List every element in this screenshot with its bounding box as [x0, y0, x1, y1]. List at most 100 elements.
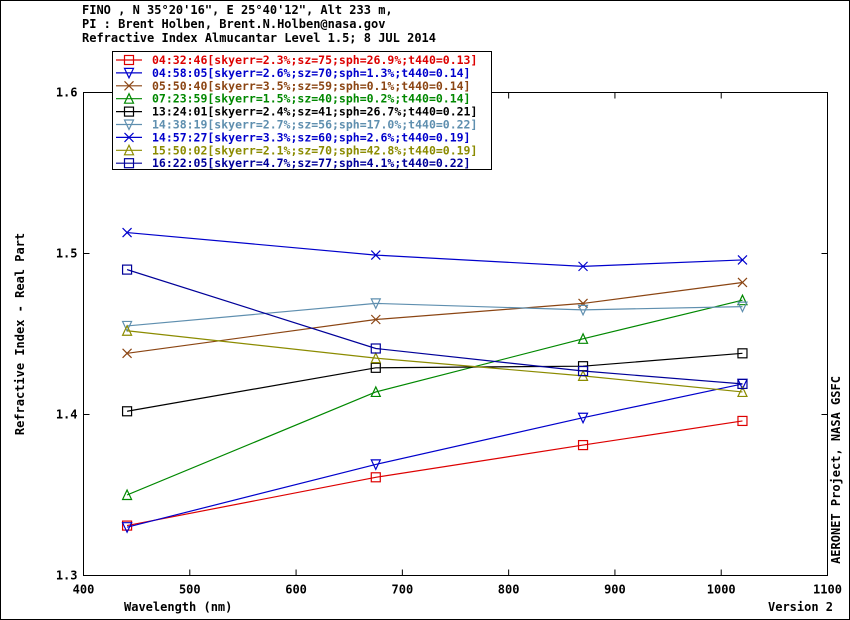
y-tick-label: 1.3	[56, 569, 78, 583]
data-point-marker	[737, 348, 748, 359]
data-point-marker	[123, 54, 135, 66]
side-credit-label: AERONET Project, NASA GSFC	[829, 376, 843, 564]
legend-label: 13:24:01[skyerr=2.4%;sz=41;sph=26.7%;t44…	[152, 105, 477, 119]
data-point-marker	[370, 385, 382, 398]
series-line	[127, 302, 743, 327]
data-point-marker	[370, 298, 382, 310]
data-point-marker	[577, 412, 589, 425]
series-line	[127, 330, 743, 393]
y-tick-label: 1.6	[56, 86, 78, 100]
data-point-marker	[370, 250, 381, 261]
data-point-marker	[122, 227, 133, 238]
legend-label: 05:50:40[skyerr=3.5%;sz=59;sph=0.1%;t440…	[152, 79, 471, 93]
series-line	[126, 383, 743, 528]
legend-entry: 14:57:27[skyerr=3.3%;sz=60;sph=2.6%;t440…	[116, 130, 471, 144]
legend-entry: 04:32:46[skyerr=2.3%;sz=75;sph=26.9%;t44…	[116, 53, 477, 67]
series-4	[121, 293, 748, 501]
legend-entry: 13:24:01[skyerr=2.4%;sz=41;sph=26.7%;t44…	[116, 105, 477, 119]
version-label: Version 2	[768, 600, 833, 614]
data-point-marker	[123, 67, 135, 80]
series-line	[126, 281, 743, 354]
series-9	[121, 264, 748, 390]
x-tick-label: 1000	[707, 583, 736, 597]
data-point-marker	[577, 332, 589, 344]
site-title: FINO , N 35°20'16", E 25°40'12", Alt 233…	[82, 3, 393, 17]
x-tick-label: 400	[73, 583, 95, 597]
data-point-marker	[124, 132, 134, 143]
legend-label: 14:38:19[skyerr=2.7%;sz=56;sph=17.0%;t44…	[152, 118, 477, 132]
data-point-marker	[737, 301, 748, 314]
data-point-marker	[123, 92, 135, 104]
series-1	[121, 415, 748, 531]
series-6	[121, 298, 748, 333]
data-point-marker	[370, 351, 382, 364]
data-point-marker	[370, 459, 382, 471]
chart-subtitle: Refractive Index Almucantar Level 1.5; 8…	[82, 31, 437, 45]
data-point-marker	[737, 293, 748, 306]
series-2	[121, 378, 748, 534]
data-point-marker	[370, 343, 381, 354]
series-5	[121, 348, 748, 417]
y-tick-label: 1.5	[56, 247, 78, 261]
y-tick-label: 1.4	[56, 408, 78, 422]
series-line	[127, 231, 743, 267]
data-point-marker	[737, 255, 748, 265]
legend-box	[112, 51, 492, 170]
x-tick-label: 600	[285, 583, 307, 597]
data-point-marker	[121, 264, 133, 275]
data-point-marker	[123, 119, 135, 131]
data-point-marker	[577, 304, 589, 317]
legend-label: 16:22:05[skyerr=4.7%;sz=77;sph=4.1%;t440…	[152, 156, 471, 170]
x-axis-label: Wavelength (nm)	[124, 600, 232, 614]
axes-layer: 400 500 600 700 800 900 1000 1100 1.3 1.4 1.5 1.6	[56, 86, 842, 597]
data-point-marker	[123, 158, 135, 169]
data-point-marker	[578, 261, 588, 272]
series-8	[121, 324, 748, 398]
data-point-marker	[577, 365, 589, 377]
data-point-marker	[578, 298, 588, 309]
legend-label: 07:23:59[skyerr=1.5%;sz=40;sph=0.2%;t440…	[152, 92, 471, 106]
data-point-marker	[124, 80, 134, 91]
x-tick-label: 1100	[813, 583, 842, 597]
x-tick-label: 500	[179, 583, 201, 597]
legend-entry: 15:50:02[skyerr=2.1%;sz=70;sph=42.8%;t44…	[116, 143, 477, 157]
data-point-marker	[370, 314, 381, 325]
x-tick-label: 700	[392, 583, 414, 597]
data-point-marker	[577, 439, 589, 451]
data-point-marker	[123, 106, 135, 117]
data-point-marker	[121, 522, 133, 534]
data-point-marker	[737, 385, 748, 398]
y-axis-label: Refractive Index - Real Part	[13, 233, 27, 435]
legend-label: 15:50:02[skyerr=2.1%;sz=70;sph=42.8%;t44…	[152, 143, 477, 157]
legend: 04:32:46[skyerr=2.3%;sz=75;sph=26.9%;t44…	[112, 51, 492, 170]
data-point-marker	[121, 488, 133, 501]
data-point-marker	[122, 348, 133, 359]
series-7	[122, 227, 748, 272]
data-point-marker	[370, 362, 381, 373]
legend-entry: 05:50:40[skyerr=3.5%;sz=59;sph=0.1%;t440…	[116, 79, 471, 93]
pi-info: PI : Brent Holben, Brent.N.Holben@nasa.g…	[82, 17, 386, 31]
legend-label: 14:57:27[skyerr=3.3%;sz=60;sph=2.6%;t440…	[152, 130, 471, 144]
data-point-marker	[737, 277, 748, 288]
data-point-marker	[737, 415, 748, 427]
series-line	[126, 269, 743, 385]
data-point-marker	[121, 406, 133, 417]
legend-entry: 16:22:05[skyerr=4.7%;sz=77;sph=4.1%;t440…	[116, 156, 471, 170]
data-point-marker	[123, 143, 135, 156]
data-point-marker	[121, 324, 133, 336]
legend-entry: 14:38:19[skyerr=2.7%;sz=56;sph=17.0%;t44…	[116, 118, 477, 132]
series-3	[122, 277, 748, 359]
series-layer	[121, 227, 748, 534]
data-point-marker	[121, 320, 133, 333]
series-line	[126, 420, 743, 527]
x-tick-label: 900	[604, 583, 626, 597]
series-line	[126, 299, 743, 496]
legend-label: 04:58:05[skyerr=2.6%;sz=70;sph=1.3%;t440…	[152, 66, 471, 80]
data-point-marker	[370, 472, 381, 483]
legend-label: 04:32:46[skyerr=2.3%;sz=75;sph=26.9%;t44…	[152, 53, 477, 67]
legend-entry: 04:58:05[skyerr=2.6%;sz=70;sph=1.3%;t440…	[116, 66, 471, 80]
x-tick-label: 800	[498, 583, 520, 597]
data-point-marker	[737, 378, 748, 390]
legend-entry: 07:23:59[skyerr=1.5%;sz=40;sph=0.2%;t440…	[116, 92, 471, 106]
